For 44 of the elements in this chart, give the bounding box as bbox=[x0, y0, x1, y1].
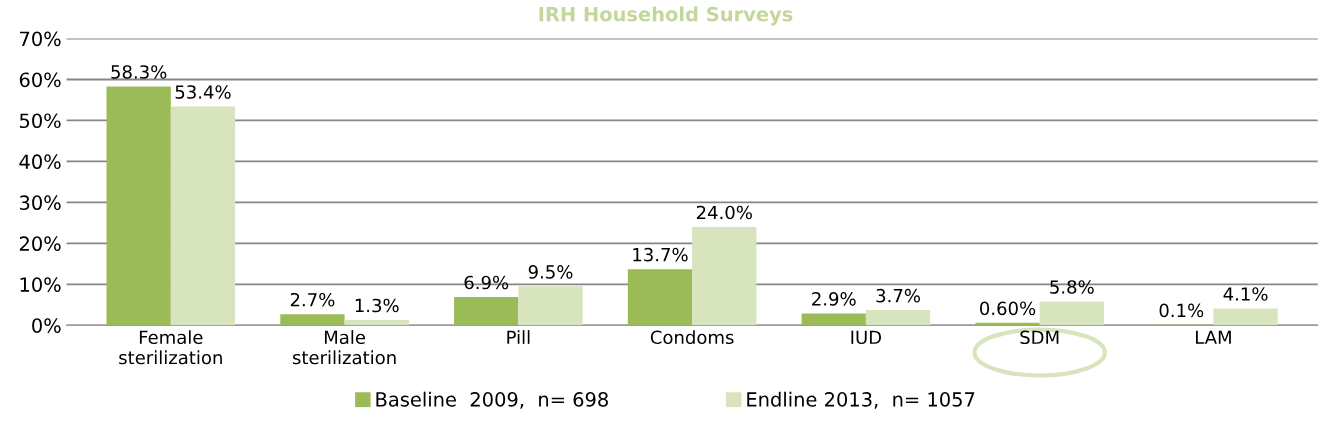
y-tick-label: 30% bbox=[19, 195, 61, 211]
y-tick-label: 10% bbox=[20, 277, 61, 292]
chart-title: IRH Household Surveys bbox=[539, 6, 793, 26]
data-label: 2.7% bbox=[290, 292, 335, 307]
x-tick-label: LAM bbox=[1196, 330, 1231, 344]
bar bbox=[1039, 301, 1104, 326]
y-tick-label: 20% bbox=[19, 236, 61, 252]
data-label: 4.1% bbox=[1223, 287, 1268, 301]
bar bbox=[280, 314, 345, 326]
bar bbox=[106, 86, 171, 326]
bar bbox=[518, 286, 583, 326]
data-label: 3.7% bbox=[876, 288, 920, 303]
bar bbox=[344, 319, 409, 326]
bar bbox=[692, 226, 757, 326]
x-tick-label: Condoms bbox=[650, 330, 734, 345]
data-label: 1.3% bbox=[355, 298, 399, 313]
x-tick-label: Pill bbox=[507, 330, 530, 344]
y-tick-label: 60% bbox=[19, 72, 61, 88]
bar bbox=[627, 269, 693, 326]
data-label: 2.9% bbox=[812, 292, 856, 306]
x-tick-label: IUD bbox=[851, 330, 882, 345]
bar bbox=[454, 297, 519, 326]
y-tick-label: 0% bbox=[32, 318, 61, 333]
data-label: 5.8% bbox=[1050, 280, 1094, 294]
data-label: 9.5% bbox=[528, 265, 573, 279]
bar bbox=[170, 106, 236, 326]
x-tick-label: SDM bbox=[1020, 330, 1059, 345]
data-label: 13.7% bbox=[633, 247, 688, 262]
x-tick-label: Male sterilization bbox=[292, 330, 396, 365]
data-label: 24.0% bbox=[696, 205, 752, 220]
y-tick-label: 50% bbox=[19, 113, 61, 129]
legend-label: Baseline 2009, n= 698 bbox=[376, 391, 608, 409]
data-label: 58.3% bbox=[111, 65, 167, 79]
data-label: 53.4% bbox=[175, 85, 231, 99]
data-label: 0.1% bbox=[1159, 303, 1204, 318]
x-tick-label: Female sterilization bbox=[119, 330, 222, 365]
data-label: 6.9% bbox=[464, 275, 509, 290]
bar bbox=[801, 313, 866, 326]
data-label: 0.60% bbox=[980, 301, 1036, 316]
y-tick-label: 40% bbox=[19, 154, 61, 170]
legend-label: Endline 2013, n= 1057 bbox=[747, 391, 975, 409]
y-tick-label: 70% bbox=[20, 31, 61, 47]
bar bbox=[865, 310, 931, 326]
bar bbox=[1213, 308, 1278, 326]
